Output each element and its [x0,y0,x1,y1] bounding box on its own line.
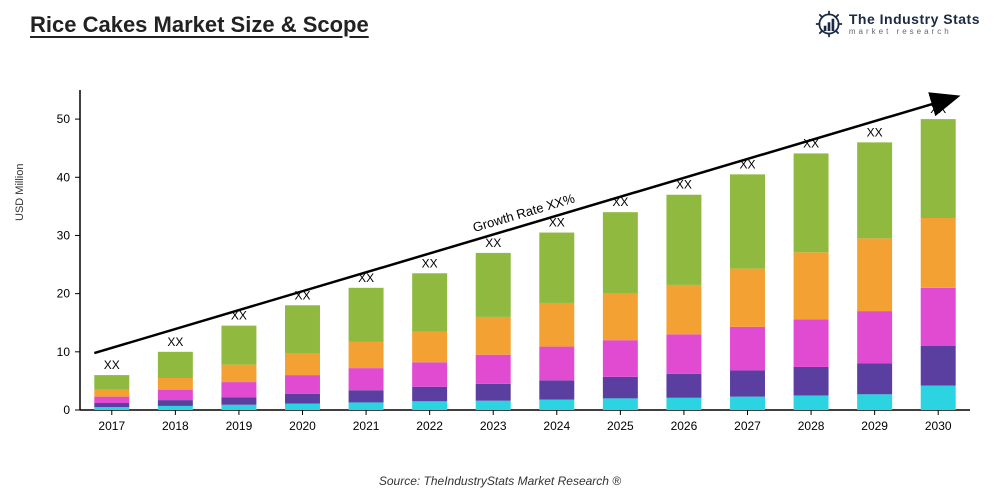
stacked-bar-chart: 01020304050XX2017XX2018XX2019XX2020XX202… [30,60,980,450]
svg-text:2023: 2023 [480,419,507,433]
svg-text:40: 40 [57,170,71,184]
svg-text:2030: 2030 [925,419,952,433]
svg-text:2022: 2022 [416,419,443,433]
svg-text:2024: 2024 [543,419,570,433]
svg-text:10: 10 [57,345,71,359]
svg-text:2019: 2019 [226,419,253,433]
gear-icon [815,10,843,38]
svg-text:2018: 2018 [162,419,189,433]
logo-main-text: The Industry Stats [849,12,980,26]
svg-text:2026: 2026 [671,419,698,433]
svg-text:2025: 2025 [607,419,634,433]
svg-text:XX: XX [104,358,120,372]
svg-text:XX: XX [867,125,883,139]
svg-text:2020: 2020 [289,419,316,433]
svg-text:2029: 2029 [861,419,888,433]
svg-text:0: 0 [63,403,70,417]
svg-text:XX: XX [485,236,501,250]
y-axis-label: USD Million [14,164,26,221]
svg-text:XX: XX [167,335,183,349]
svg-text:2021: 2021 [353,419,380,433]
svg-text:2028: 2028 [798,419,825,433]
logo-sub-text: market research [849,28,980,36]
page-title: Rice Cakes Market Size & Scope [30,12,369,38]
source-attribution: Source: TheIndustryStats Market Research… [0,474,1000,488]
svg-text:20: 20 [57,287,71,301]
svg-text:50: 50 [57,112,71,126]
svg-text:2027: 2027 [734,419,761,433]
svg-text:XX: XX [422,256,438,270]
svg-text:30: 30 [57,228,71,242]
chart-container: USD Million 01020304050XX2017XX2018XX201… [30,60,980,450]
svg-text:2017: 2017 [98,419,125,433]
brand-logo: The Industry Stats market research [815,10,980,38]
